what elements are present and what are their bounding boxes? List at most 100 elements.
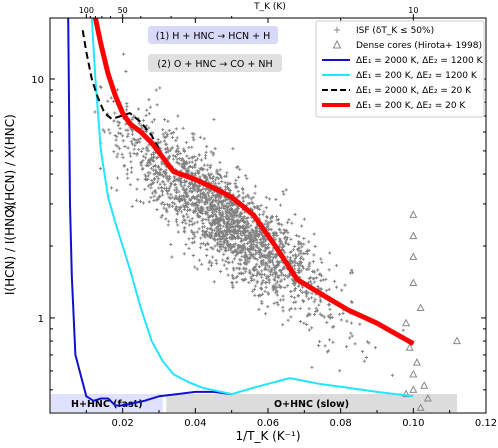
isf-point bbox=[209, 172, 213, 176]
isf-point bbox=[291, 254, 295, 258]
isf-point bbox=[264, 195, 268, 199]
isf-point bbox=[158, 182, 162, 186]
isf-point bbox=[125, 168, 130, 172]
isf-point bbox=[236, 234, 240, 238]
isf-point bbox=[266, 305, 270, 309]
isf-point bbox=[263, 289, 267, 293]
isf-point bbox=[274, 290, 278, 295]
isf-point bbox=[182, 148, 186, 153]
isf-point bbox=[170, 255, 174, 259]
isf-point bbox=[207, 267, 211, 271]
isf-point bbox=[154, 168, 158, 172]
isf-point bbox=[320, 260, 324, 265]
isf-point bbox=[208, 259, 212, 263]
isf-point bbox=[162, 118, 167, 122]
isf-point bbox=[326, 314, 330, 318]
isf-point bbox=[312, 276, 316, 281]
isf-point bbox=[228, 189, 232, 193]
isf-point bbox=[169, 182, 174, 186]
isf-point bbox=[277, 227, 281, 231]
isf-point bbox=[265, 247, 269, 251]
isf-point bbox=[278, 228, 282, 232]
isf-point bbox=[106, 99, 110, 103]
isf-point bbox=[265, 274, 269, 278]
isf-point bbox=[138, 140, 142, 144]
isf-point bbox=[182, 215, 186, 219]
isf-point bbox=[136, 138, 140, 142]
isf-point bbox=[198, 195, 203, 199]
legend: ISF (δT_K ≤ 50%) Dense cores (Hirota+ 199… bbox=[315, 20, 485, 118]
isf-point bbox=[156, 137, 160, 142]
isf-point bbox=[213, 198, 218, 202]
isf-point bbox=[253, 184, 258, 188]
isf-point bbox=[269, 251, 273, 256]
isf-scatter bbox=[93, 52, 405, 377]
isf-point bbox=[218, 195, 222, 200]
isf-point bbox=[313, 297, 317, 301]
isf-point bbox=[251, 229, 255, 233]
isf-point bbox=[130, 129, 135, 133]
isf-point bbox=[212, 280, 216, 284]
isf-point bbox=[190, 165, 195, 169]
isf-point bbox=[350, 271, 355, 275]
isf-point bbox=[319, 274, 324, 278]
isf-point bbox=[241, 278, 245, 283]
isf-point bbox=[264, 219, 268, 223]
isf-point bbox=[124, 69, 128, 74]
isf-point bbox=[206, 163, 210, 167]
y-axis-label-separator: , bbox=[3, 202, 17, 206]
isf-point bbox=[218, 217, 222, 221]
isf-point bbox=[282, 277, 286, 281]
isf-point bbox=[146, 164, 150, 168]
isf-point bbox=[239, 225, 243, 230]
isf-point bbox=[267, 278, 271, 282]
isf-point bbox=[175, 136, 179, 140]
isf-point bbox=[229, 236, 233, 240]
isf-point bbox=[271, 263, 276, 267]
isf-point bbox=[277, 222, 282, 226]
isf-point bbox=[317, 303, 321, 307]
isf-point bbox=[181, 194, 186, 198]
isf-point bbox=[222, 263, 226, 267]
isf-point bbox=[196, 186, 200, 190]
isf-point bbox=[184, 140, 188, 145]
isf-point bbox=[216, 233, 221, 237]
isf-point bbox=[270, 219, 274, 224]
isf-point bbox=[201, 221, 205, 226]
isf-point bbox=[98, 85, 102, 89]
isf-point bbox=[102, 130, 107, 134]
isf-point bbox=[174, 195, 178, 200]
isf-point bbox=[328, 303, 332, 307]
isf-point bbox=[293, 267, 297, 271]
isf-point bbox=[176, 152, 180, 157]
isf-point bbox=[267, 250, 271, 254]
isf-point bbox=[186, 200, 190, 204]
isf-point bbox=[271, 284, 275, 288]
dense-core-point bbox=[409, 369, 418, 378]
isf-point bbox=[167, 219, 171, 223]
isf-point bbox=[251, 247, 255, 251]
isf-point bbox=[312, 300, 316, 304]
isf-point bbox=[219, 227, 223, 231]
isf-point bbox=[114, 138, 118, 142]
isf-point bbox=[213, 238, 217, 242]
legend-label: ISF (δT_K ≤ 50%) bbox=[356, 26, 434, 36]
isf-point bbox=[202, 191, 206, 195]
isf-point bbox=[260, 275, 264, 279]
isf-point bbox=[262, 267, 267, 271]
isf-point bbox=[285, 236, 290, 240]
isf-point bbox=[282, 192, 286, 196]
isf-point bbox=[150, 191, 155, 195]
isf-point bbox=[260, 259, 264, 263]
isf-point bbox=[303, 290, 307, 294]
isf-point bbox=[163, 136, 167, 140]
isf-point bbox=[302, 217, 306, 221]
isf-point bbox=[210, 177, 215, 181]
isf-point bbox=[202, 225, 206, 229]
isf-point bbox=[327, 287, 331, 291]
model-lines bbox=[67, 18, 415, 407]
isf-point bbox=[274, 197, 278, 202]
isf-point bbox=[306, 291, 310, 295]
isf-point bbox=[236, 189, 240, 193]
dense-cores-scatter bbox=[402, 210, 461, 411]
